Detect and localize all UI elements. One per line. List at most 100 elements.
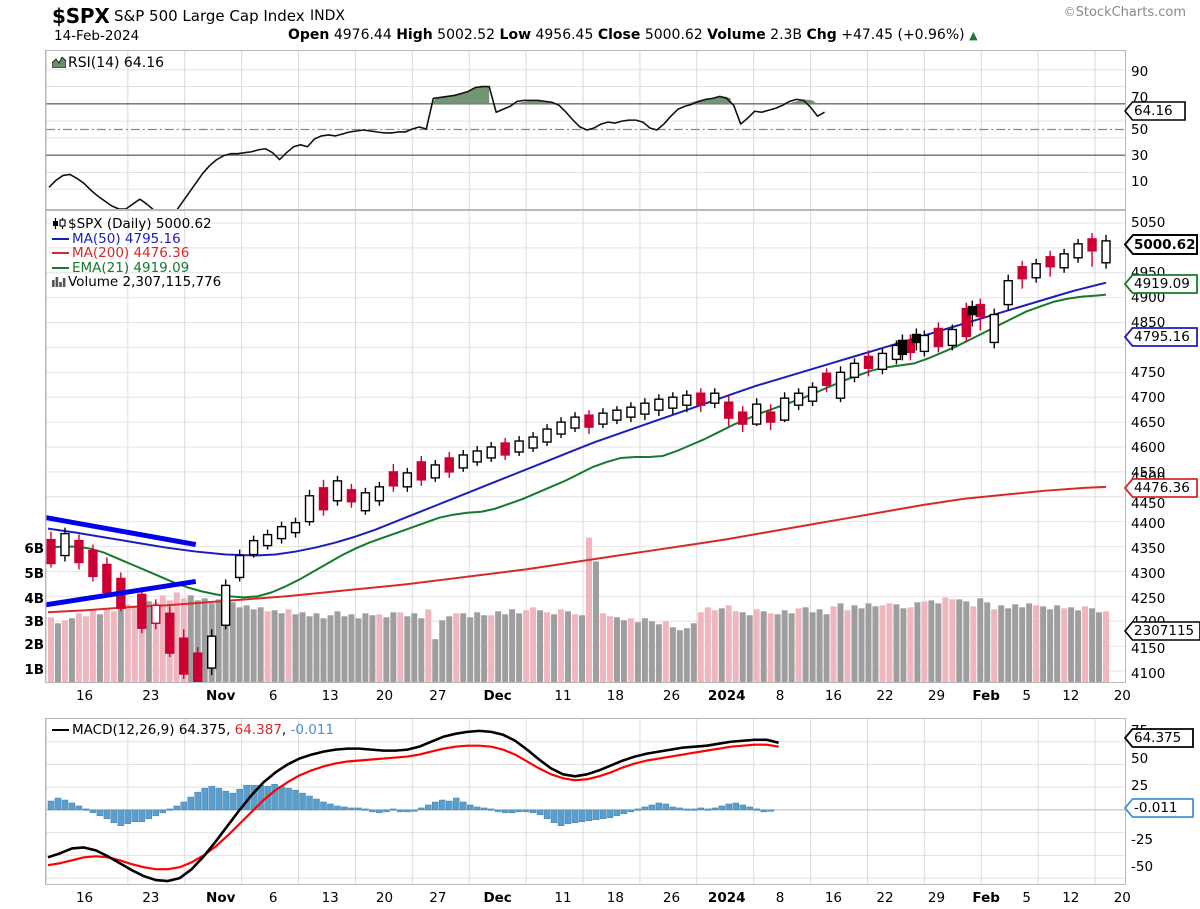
x-tick-price-4: 13	[321, 688, 339, 704]
rsi-value-flag: 64.16	[1124, 101, 1186, 121]
trendlines	[46, 515, 197, 608]
macd-line	[47, 729, 779, 883]
price-ytick-4450: 4450	[1131, 496, 1166, 512]
x-tick-macd-14: 22	[876, 890, 894, 906]
ma50-flag: 4795.16	[1124, 327, 1198, 347]
trendline-lower	[46, 578, 197, 608]
chg-label: Chg	[806, 27, 837, 43]
x-tick-price-8: 11	[554, 688, 572, 704]
x-tick-macd-6: 27	[429, 890, 447, 906]
chart-header: $SPX S&P 500 Large Cap Index INDX ©Stock…	[0, 0, 1200, 50]
x-tick-price-6: 27	[429, 688, 447, 704]
x-tick-price-17: 5	[1022, 688, 1031, 704]
price-ytick-4150: 4150	[1131, 641, 1166, 657]
macd-signal-line	[47, 743, 779, 871]
rsi-panel	[45, 50, 1126, 210]
x-tick-macd-12: 8	[775, 890, 785, 906]
price-close-flag-value: 5000.62	[1134, 236, 1196, 253]
macd-plot	[46, 719, 1125, 884]
volume-ytick-5B: 5B	[24, 566, 44, 582]
x-tick-price-15: 29	[927, 688, 946, 704]
macd-ytick-neg25: -25	[1131, 832, 1154, 848]
ma50-flag-value: 4795.16	[1134, 329, 1190, 345]
copyright-icon: ©	[1063, 5, 1076, 19]
x-tick-price-18: 12	[1062, 688, 1080, 704]
ema21-flag: 4919.09	[1124, 274, 1198, 294]
x-tick-macd-18: 12	[1062, 890, 1080, 906]
x-tick-price-10: 26	[662, 688, 681, 704]
x-tick-price-5: 20	[375, 688, 394, 704]
rsi-ytick-50: 50	[1131, 122, 1149, 138]
volume-label: Volume	[707, 27, 766, 43]
candlesticks	[46, 232, 1111, 682]
volume-flag: 2307115	[1124, 621, 1200, 641]
symbol-exchange: INDX	[310, 8, 345, 24]
x-tick-macd-3: 6	[268, 890, 278, 906]
x-tick-macd-5: 20	[375, 890, 394, 906]
volume-ytick-1B: 1B	[24, 662, 44, 678]
macd-ytick-50: 50	[1131, 751, 1149, 767]
rsi-line	[48, 85, 825, 209]
x-tick-price-3: 6	[268, 688, 278, 704]
brand-label: StockCharts.com	[1075, 5, 1186, 20]
ma200-flag-value: 4476.36	[1134, 480, 1190, 496]
price-ytick-4850: 4850	[1131, 315, 1166, 331]
x-tick-macd-2: Nov	[206, 890, 236, 906]
x-tick-price-13: 16	[824, 688, 843, 704]
high-label: High	[396, 27, 433, 43]
price-panel	[45, 210, 1126, 683]
volume-ytick-3B: 3B	[24, 614, 44, 630]
macd-histogram	[47, 783, 774, 826]
price-ytick-4300: 4300	[1131, 566, 1166, 582]
x-tick-macd-8: 11	[554, 890, 572, 906]
x-tick-macd-13: 16	[824, 890, 843, 906]
volume-ytick-4B: 4B	[24, 591, 44, 607]
ma200-flag: 4476.36	[1124, 478, 1198, 498]
price-ytick-4700: 4700	[1131, 390, 1166, 406]
open-label: Open	[288, 27, 330, 43]
macd-panel	[45, 718, 1126, 885]
price-ytick-4650: 4650	[1131, 415, 1166, 431]
price-ytick-4600: 4600	[1131, 440, 1166, 456]
symbol-name: S&P 500 Large Cap Index	[114, 7, 305, 25]
ema21-flag-value: 4919.09	[1134, 276, 1190, 292]
rsi-ytick-30: 30	[1131, 148, 1149, 164]
price-ytick-4350: 4350	[1131, 541, 1166, 557]
close-label: Close	[597, 27, 641, 43]
x-tick-macd-19: 20	[1113, 890, 1131, 906]
price-close-flag: 5000.62	[1124, 234, 1198, 255]
volume-flag-value: 2307115	[1134, 623, 1195, 639]
quote-bar: Open 4976.44 High 5002.52 Low 4956.45 Cl…	[288, 27, 978, 43]
x-tick-price-0: 16	[75, 688, 94, 704]
price-plot	[46, 211, 1125, 682]
close-value: 5000.62	[644, 27, 703, 43]
x-tick-macd-0: 16	[75, 890, 94, 906]
up-triangle-icon: ▲	[969, 29, 978, 42]
x-tick-price-19: 20	[1113, 688, 1131, 704]
x-tick-price-1: 23	[142, 688, 160, 704]
x-tick-price-7: Dec	[483, 688, 512, 704]
rsi-ytick-10: 10	[1131, 174, 1149, 190]
x-tick-price-16: Feb	[972, 688, 1000, 704]
price-ytick-4100: 4100	[1131, 666, 1166, 682]
rsi-plot	[46, 51, 1125, 209]
rsi-ytick-90: 90	[1131, 64, 1149, 80]
x-tick-price-11: 2024	[707, 688, 746, 704]
volume-bars	[47, 537, 1110, 682]
price-ytick-4550: 4550	[1131, 465, 1166, 481]
x-tick-macd-1: 23	[142, 890, 160, 906]
macd-ytick-25: 25	[1131, 778, 1149, 794]
trendline-upper	[46, 515, 197, 548]
price-ytick-5050: 5050	[1131, 215, 1166, 231]
macd-ytick-neg50: -50	[1131, 859, 1154, 875]
ma200-line	[47, 485, 1107, 614]
low-value: 4956.45	[535, 27, 594, 43]
x-tick-macd-7: Dec	[483, 890, 512, 906]
x-tick-macd-10: 26	[662, 890, 681, 906]
brand-watermark: ©StockCharts.com	[1064, 5, 1186, 20]
x-tick-macd-15: 29	[927, 890, 946, 906]
ma50-line	[47, 281, 1107, 557]
volume-value: 2.3B	[770, 27, 803, 43]
volume-ytick-6B: 6B	[24, 541, 44, 557]
